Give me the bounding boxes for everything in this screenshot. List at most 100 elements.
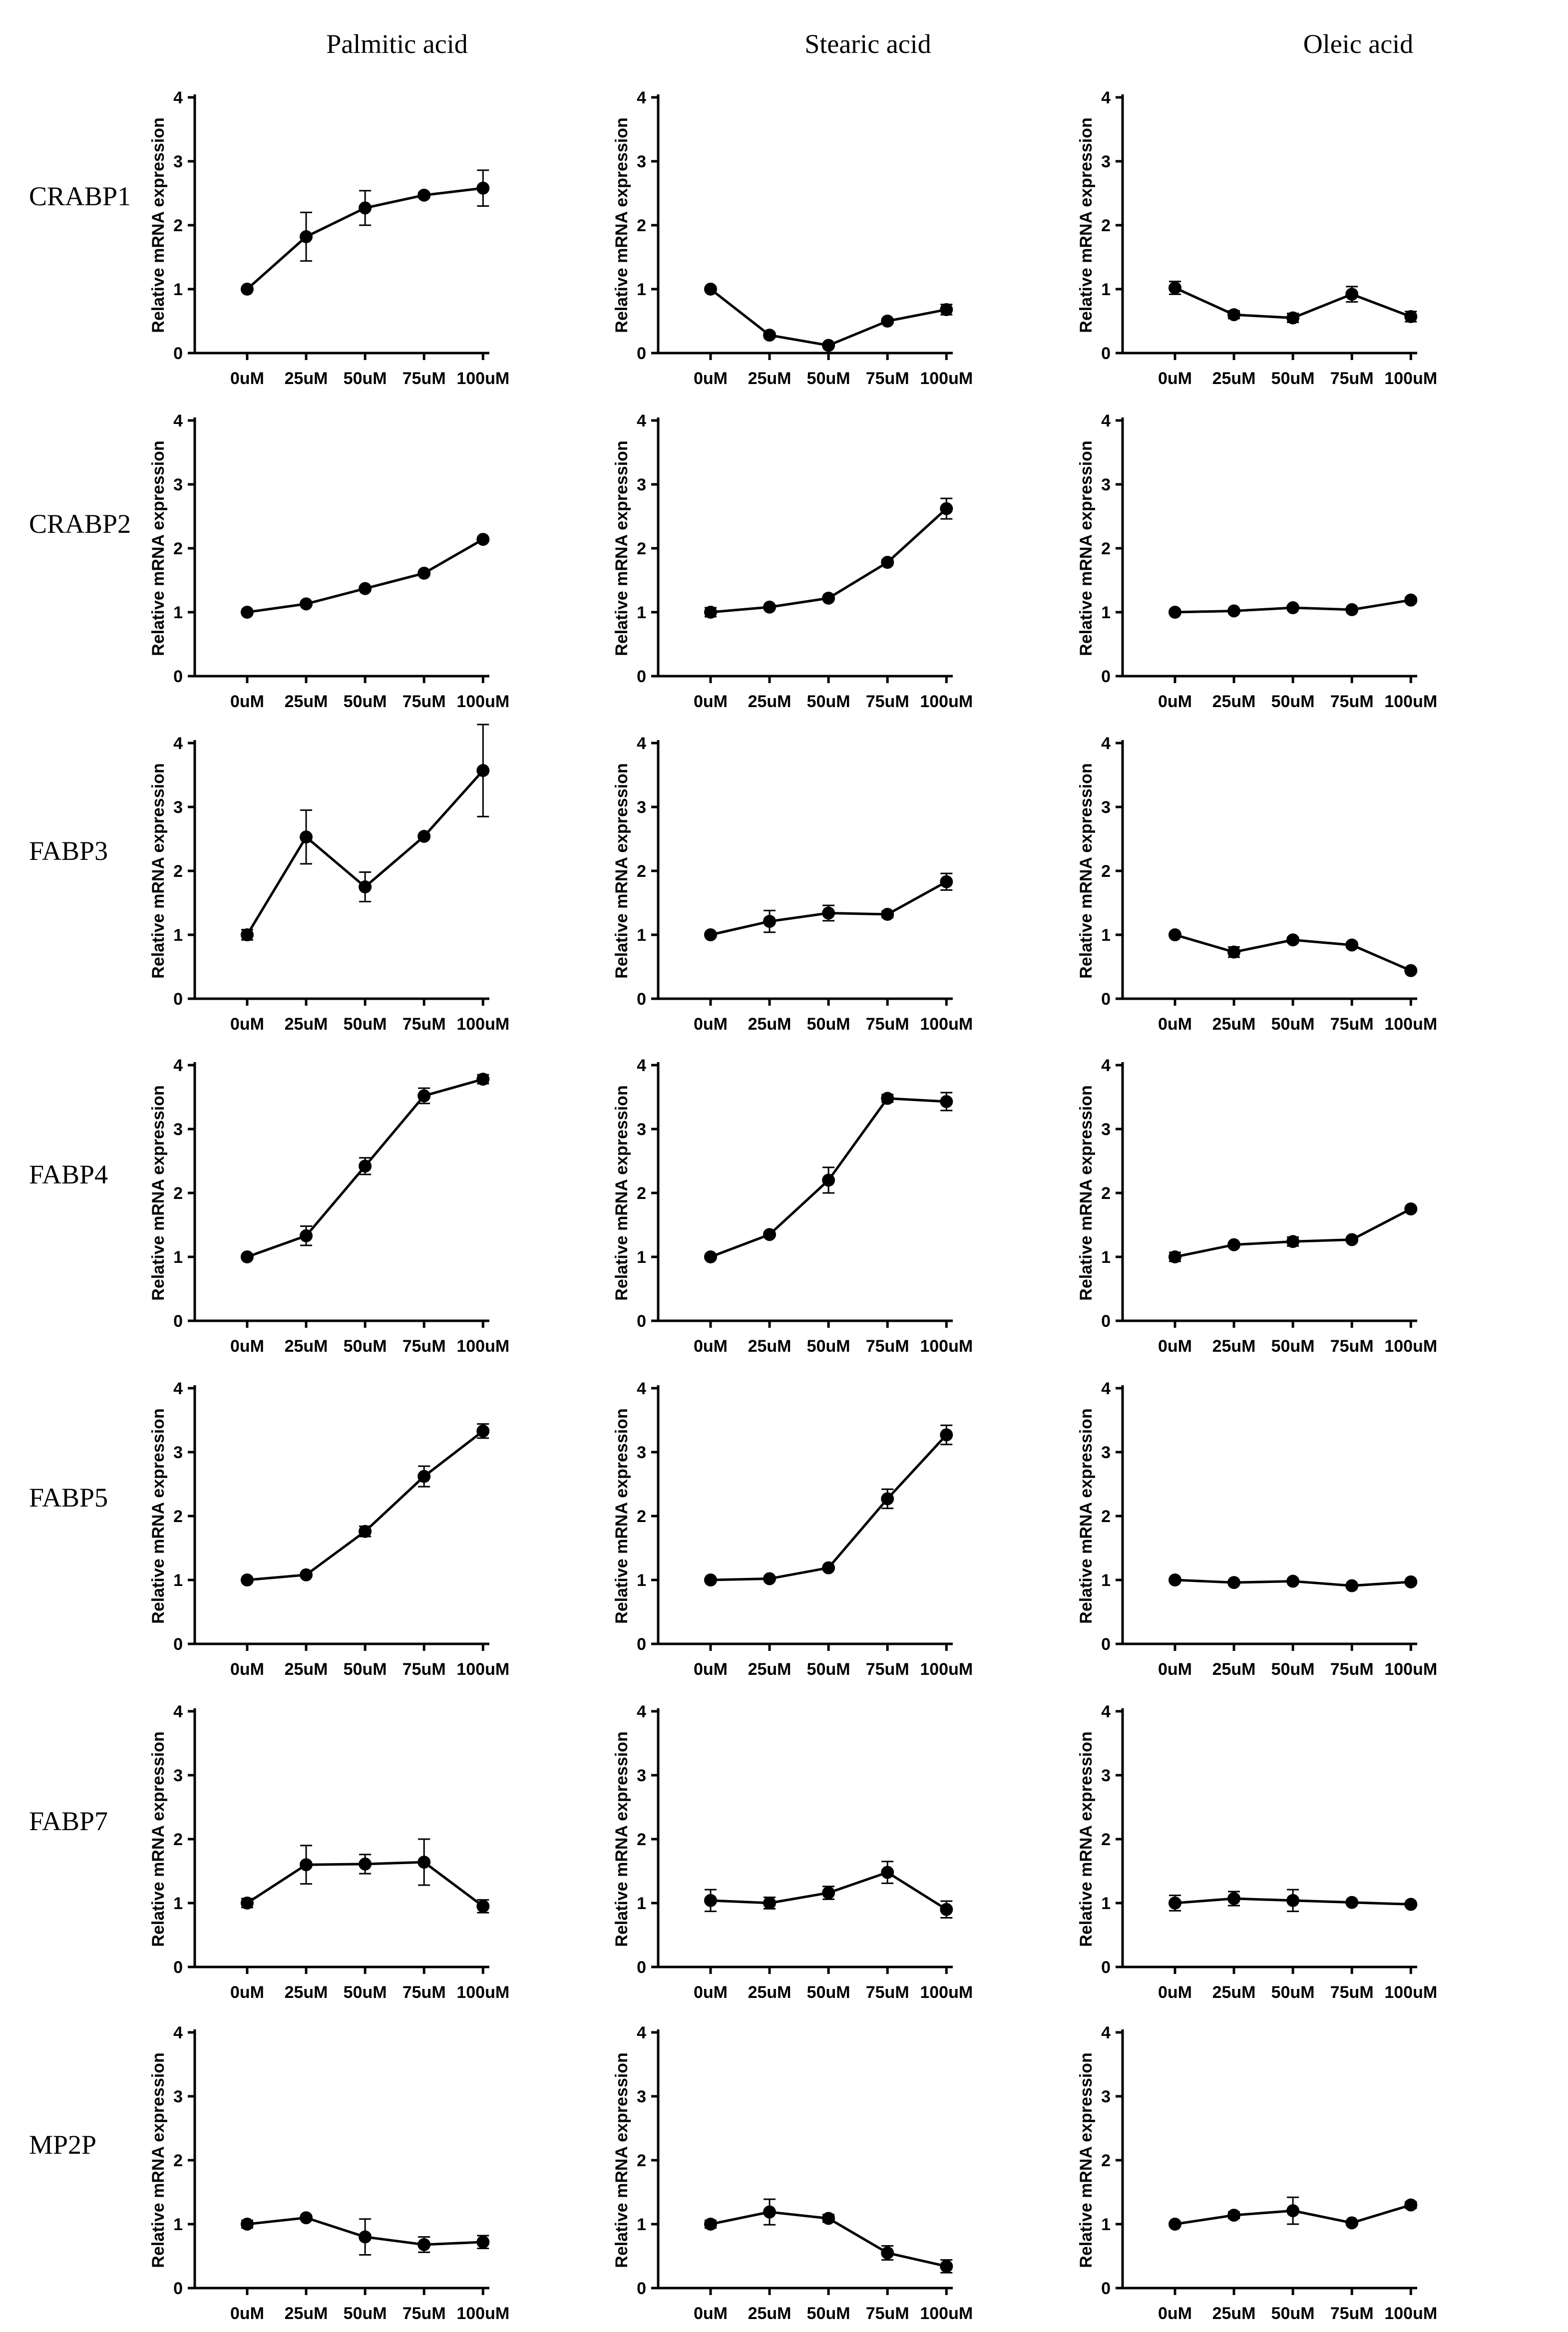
panel-crabp1-palmitic-acid-point-75um [417, 188, 431, 202]
panel-fabp4-stearic-acid-y-tick-label: 0 [637, 1312, 646, 1331]
row-label-fabp3: FABP3 [29, 836, 108, 866]
panel-mp2p-oleic-acid-y-tick-label: 3 [1101, 2087, 1111, 2106]
panel-fabp4-palmitic-acid-y-tick-label: 4 [173, 1056, 183, 1075]
panel-fabp4-stearic-acid-y-tick-label: 1 [637, 1248, 646, 1267]
panel-fabp3-oleic-acid-point-75um [1345, 938, 1359, 952]
panel-fabp7-stearic-acid-x-tick-label: 0uM [694, 1983, 728, 2002]
panel-mp2p-palmitic-acid-y-tick-label: 0 [173, 2279, 183, 2298]
panel-crabp2-oleic-acid-y-tick-label: 1 [1101, 603, 1111, 622]
panel-fabp3-palmitic-acid-y-tick-label: 1 [173, 926, 183, 945]
panel-fabp5-palmitic-acid-point-0um [240, 1573, 254, 1586]
column-titles: Palmitic acid Stearic acid Oleic acid [326, 29, 1413, 59]
panel-crabp1-stearic-acid: 0 1 2 3 4 Relative mRNA expression 0uM 25uM 50uM… [612, 88, 973, 388]
panel-fabp4-palmitic-acid-y-tick-label: 2 [173, 1184, 183, 1203]
panel-fabp7-stearic-acid-point-100um [940, 1903, 953, 1916]
panel-fabp5-oleic-acid-x-tick-label: 50uM [1271, 1660, 1315, 1679]
row-label-crabp2: CRABP2 [29, 509, 131, 539]
panel-crabp1-stearic-acid-x-tick-label: 100uM [920, 369, 973, 388]
panel-mp2p-stearic-acid-y-tick-label: 0 [637, 2279, 646, 2298]
panel-mp2p-palmitic-acid-x-tick-label: 100uM [456, 2304, 509, 2323]
panel-mp2p-stearic-acid-x-tick-label: 50uM [807, 2304, 850, 2323]
panel-mp2p-palmitic-acid-y-tick-label: 3 [173, 2087, 183, 2106]
panel-fabp7-stearic-acid-point-25um [763, 1897, 777, 1910]
panel-fabp7-palmitic-acid: 0 1 2 3 4 Relative mRNA expression 0uM 25uM 50uM… [149, 1702, 509, 2002]
panel-fabp3-oleic-acid-point-0um [1168, 928, 1181, 941]
panel-fabp7-oleic-acid-point-75um [1345, 1896, 1359, 1909]
panel-mp2p-oleic-acid-point-50um [1286, 2204, 1300, 2218]
panel-fabp3-palmitic-acid-x-tick-label: 25uM [285, 1015, 328, 1034]
panel-fabp7-stearic-acid-point-75um [881, 1866, 894, 1879]
panel-crabp2-palmitic-acid-y-tick-label: 0 [173, 667, 183, 686]
panel-crabp2-oleic-acid-x-tick-label: 50uM [1271, 692, 1315, 711]
panel-crabp1-palmitic-acid-x-tick-label: 0uM [230, 369, 264, 388]
panel-fabp5-palmitic-acid-y-axis-title: Relative mRNA expression [149, 1408, 168, 1623]
panel-fabp3-stearic-acid-x-tick-label: 75uM [866, 1015, 909, 1034]
panel-fabp7-oleic-acid-y-tick-label: 2 [1101, 1830, 1111, 1849]
panel-fabp4-oleic-acid-y-tick-label: 3 [1101, 1120, 1111, 1139]
row-label-mp2p: MP2P [29, 2130, 96, 2160]
panel-fabp4-oleic-acid-x-tick-label: 50uM [1271, 1337, 1315, 1356]
panel-fabp7-palmitic-acid-point-50um [359, 1857, 372, 1871]
panel-fabp3-palmitic-acid-y-axis-title: Relative mRNA expression [149, 763, 168, 978]
panel-fabp3-palmitic-acid-x-tick-label: 50uM [344, 1015, 387, 1034]
panel-crabp1-oleic-acid-point-25um [1227, 308, 1241, 322]
panel-mp2p-stearic-acid-x-tick-label: 100uM [920, 2304, 973, 2323]
panel-crabp2-oleic-acid-x-tick-label: 25uM [1212, 692, 1256, 711]
panel-mp2p-palmitic-acid-x-tick-label: 75uM [402, 2304, 446, 2323]
panel-crabp1-palmitic-acid-x-tick-label: 50uM [344, 369, 387, 388]
panel-fabp5-stearic-acid-x-tick-label: 100uM [920, 1660, 973, 1679]
panel-mp2p-oleic-acid-x-tick-label: 75uM [1330, 2304, 1374, 2323]
panel-mp2p-palmitic-acid-x-tick-label: 25uM [285, 2304, 328, 2323]
panel-fabp4-palmitic-acid-x-tick-label: 0uM [230, 1337, 264, 1356]
panel-fabp4-oleic-acid-y-axis-title: Relative mRNA expression [1077, 1085, 1096, 1300]
panel-fabp4-palmitic-acid-point-50um [359, 1160, 372, 1173]
panel-crabp1-stearic-acid-point-25um [763, 329, 777, 342]
panel-fabp7-oleic-acid: 0 1 2 3 4 Relative mRNA expression 0uM 25uM 50uM… [1077, 1702, 1437, 2002]
panel-fabp7-stearic-acid-y-tick-label: 4 [637, 1702, 646, 1721]
panel-crabp1-oleic-acid-point-100um [1404, 310, 1418, 324]
panel-fabp7-oleic-acid-x-tick-label: 0uM [1158, 1983, 1192, 2002]
panel-fabp4-palmitic-acid-point-0um [240, 1250, 254, 1263]
panel-fabp7-palmitic-acid-point-25um [300, 1858, 313, 1872]
panel-fabp5-oleic-acid-x-tick-label: 75uM [1330, 1660, 1374, 1679]
panel-mp2p-palmitic-acid-point-100um [476, 2235, 490, 2249]
panel-fabp5-stearic-acid-y-axis-title: Relative mRNA expression [612, 1408, 631, 1623]
row-label-crabp1: CRABP1 [29, 181, 131, 211]
panel-mp2p-oleic-acid-y-tick-label: 2 [1101, 2151, 1111, 2170]
panel-fabp3-oleic-acid-point-25um [1227, 945, 1241, 959]
panel-crabp1-stearic-acid-x-tick-label: 0uM [694, 369, 728, 388]
panel-crabp1-palmitic-acid-y-tick-label: 1 [173, 280, 183, 299]
panel-fabp5-palmitic-acid-point-25um [300, 1568, 313, 1581]
panel-crabp2-stearic-acid-y-tick-label: 1 [637, 603, 646, 622]
panel-fabp7-oleic-acid-y-axis-title: Relative mRNA expression [1077, 1731, 1096, 1946]
panel-fabp7-oleic-acid-x-tick-label: 75uM [1330, 1983, 1374, 2002]
panel-fabp3-oleic-acid-y-tick-label: 2 [1101, 862, 1111, 881]
panel-crabp1-oleic-acid-y-tick-label: 0 [1101, 344, 1111, 363]
panel-crabp2-oleic-acid: 0 1 2 3 4 Relative mRNA expression 0uM 25uM 50uM… [1077, 411, 1437, 711]
panel-fabp3-stearic-acid-point-75um [881, 908, 894, 921]
panel-crabp1-stearic-acid-series-line [710, 288, 947, 347]
panel-fabp7-stearic-acid-x-tick-label: 100uM [920, 1983, 973, 2002]
panel-fabp7-oleic-acid-y-tick-label: 4 [1101, 1702, 1111, 1721]
panel-crabp1-oleic-acid-x-tick-label: 25uM [1212, 369, 1256, 388]
panel-fabp7-oleic-acid-x-tick-label: 100uM [1384, 1983, 1437, 2002]
panel-fabp3-stearic-acid-x-tick-label: 25uM [748, 1015, 791, 1034]
panel-crabp1-oleic-acid-x-tick-label: 0uM [1158, 369, 1192, 388]
panel-fabp3-oleic-acid-y-axis-title: Relative mRNA expression [1077, 763, 1096, 978]
panel-fabp7-palmitic-acid-y-tick-label: 3 [173, 1766, 183, 1785]
panel-fabp5-oleic-acid-y-tick-label: 4 [1101, 1379, 1111, 1398]
panel-crabp2-palmitic-acid-point-0um [240, 606, 254, 619]
panel-crabp2-palmitic-acid-y-tick-label: 4 [173, 411, 183, 430]
panel-fabp7-palmitic-acid-y-tick-label: 4 [173, 1702, 183, 1721]
panel-fabp7-oleic-acid-x-tick-label: 25uM [1212, 1983, 1256, 2002]
panel-crabp2-stearic-acid-point-25um [763, 600, 777, 614]
panel-mp2p-palmitic-acid-y-tick-label: 1 [173, 2215, 183, 2234]
panel-fabp4-palmitic-acid: 0 1 2 3 4 Relative mRNA expression 0uM 25uM 50uM… [149, 1056, 509, 1356]
column-title-palmitic-acid: Palmitic acid [326, 29, 467, 59]
panel-fabp4-oleic-acid-x-tick-label: 100uM [1384, 1337, 1437, 1356]
panel-fabp4-palmitic-acid-point-25um [300, 1229, 313, 1242]
panel-fabp3-stearic-acid: 0 1 2 3 4 Relative mRNA expression 0uM 25uM 50uM… [612, 734, 973, 1034]
panel-mp2p-palmitic-acid-y-axis-title: Relative mRNA expression [149, 2052, 168, 2268]
panel-fabp4-stearic-acid-x-tick-label: 100uM [920, 1337, 973, 1356]
panel-fabp5-palmitic-acid-point-75um [417, 1470, 431, 1483]
